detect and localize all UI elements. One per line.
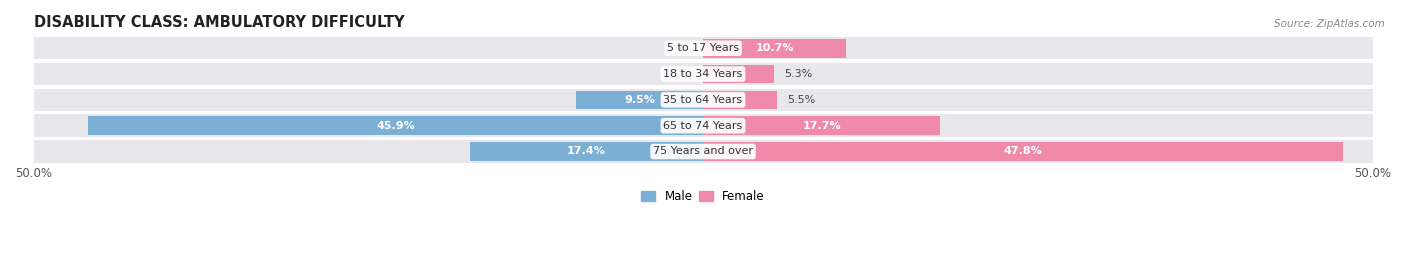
Bar — [34, 89, 1372, 111]
Text: 75 Years and over: 75 Years and over — [652, 147, 754, 157]
Text: 5.5%: 5.5% — [787, 95, 815, 105]
Bar — [703, 39, 846, 58]
Bar — [34, 114, 1372, 137]
Text: 35 to 64 Years: 35 to 64 Years — [664, 95, 742, 105]
Text: 17.7%: 17.7% — [803, 121, 841, 131]
Text: 0.0%: 0.0% — [664, 43, 692, 53]
Text: 17.4%: 17.4% — [567, 147, 606, 157]
Text: 5.3%: 5.3% — [785, 69, 813, 79]
Text: 5 to 17 Years: 5 to 17 Years — [666, 43, 740, 53]
Legend: Male, Female: Male, Female — [637, 185, 769, 207]
Bar — [703, 91, 776, 109]
Bar — [34, 63, 1372, 85]
Bar — [34, 37, 1372, 59]
Text: 0.0%: 0.0% — [664, 69, 692, 79]
Text: Source: ZipAtlas.com: Source: ZipAtlas.com — [1274, 19, 1385, 29]
Bar — [703, 142, 1343, 161]
Text: 65 to 74 Years: 65 to 74 Years — [664, 121, 742, 131]
Text: 18 to 34 Years: 18 to 34 Years — [664, 69, 742, 79]
Bar — [576, 91, 703, 109]
Bar — [703, 116, 941, 135]
Text: DISABILITY CLASS: AMBULATORY DIFFICULTY: DISABILITY CLASS: AMBULATORY DIFFICULTY — [34, 15, 404, 30]
Text: 9.5%: 9.5% — [624, 95, 655, 105]
Text: 47.8%: 47.8% — [1004, 147, 1042, 157]
Text: 45.9%: 45.9% — [377, 121, 415, 131]
Text: 10.7%: 10.7% — [755, 43, 794, 53]
Bar — [89, 116, 703, 135]
Bar — [470, 142, 703, 161]
Bar — [703, 65, 773, 83]
Bar — [34, 140, 1372, 163]
